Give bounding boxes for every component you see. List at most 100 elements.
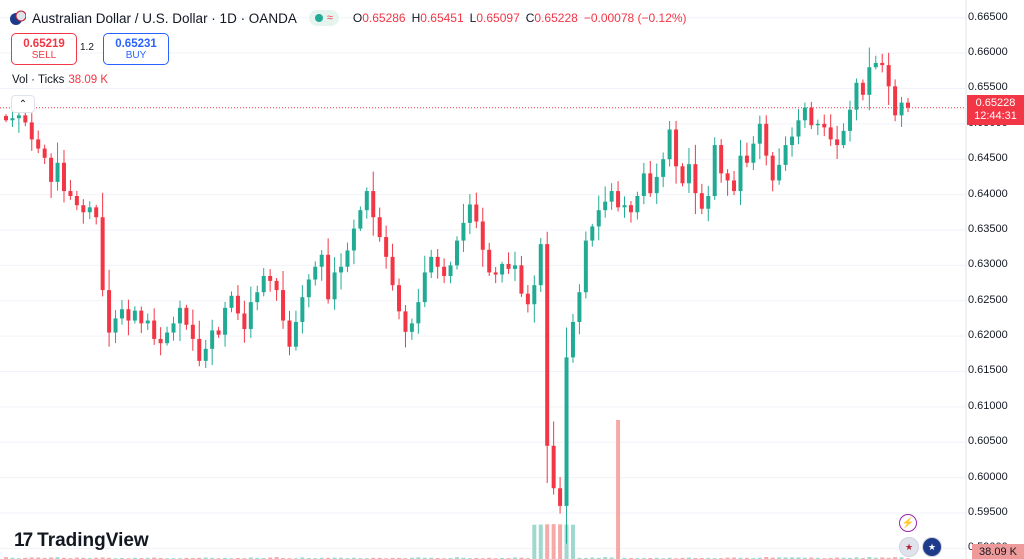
candle-body[interactable] <box>783 145 788 165</box>
candle-body[interactable] <box>16 115 21 119</box>
tradingview-logo[interactable]: 17 TradingView <box>14 530 149 552</box>
candle-body[interactable] <box>403 311 408 332</box>
candle-body[interactable] <box>519 265 524 294</box>
candle-body[interactable] <box>364 191 369 211</box>
candle-body[interactable] <box>790 136 795 146</box>
candle-body[interactable] <box>867 67 872 95</box>
candle-body[interactable] <box>680 166 685 184</box>
candle-body[interactable] <box>81 205 86 213</box>
candle-body[interactable] <box>313 266 318 280</box>
candle-body[interactable] <box>751 143 756 163</box>
candle-body[interactable] <box>261 275 266 293</box>
currency-pair-flag-icon[interactable] <box>10 10 27 26</box>
candle-body[interactable] <box>641 173 646 197</box>
candle-body[interactable] <box>197 338 202 361</box>
candle-body[interactable] <box>854 82 859 110</box>
candle-body[interactable] <box>248 302 253 330</box>
candle-body[interactable] <box>429 256 434 273</box>
candle-body[interactable] <box>886 65 891 87</box>
candle-body[interactable] <box>893 86 898 116</box>
candle-body[interactable] <box>822 123 827 128</box>
candle-body[interactable] <box>390 256 395 286</box>
candle-body[interactable] <box>177 307 182 324</box>
candle-body[interactable] <box>545 244 550 446</box>
candle-body[interactable] <box>500 263 505 275</box>
candle-body[interactable] <box>848 109 853 131</box>
candle-body[interactable] <box>36 139 41 149</box>
candle-body[interactable] <box>229 295 234 308</box>
australia-flag-icon[interactable]: ★ <box>922 537 942 557</box>
candle-body[interactable] <box>68 191 73 197</box>
candle-body[interactable] <box>293 321 298 347</box>
candle-body[interactable] <box>358 210 363 229</box>
buy-button[interactable]: 0.65231 BUY <box>103 33 169 65</box>
candle-body[interactable] <box>242 313 247 330</box>
candle-body[interactable] <box>512 265 517 269</box>
candle-body[interactable] <box>674 129 679 167</box>
candle-body[interactable] <box>216 330 221 335</box>
candle-body[interactable] <box>873 62 878 68</box>
candle-body[interactable] <box>596 210 601 227</box>
candle-body[interactable] <box>493 272 498 275</box>
candle-body[interactable] <box>648 173 653 194</box>
candle-body[interactable] <box>29 122 34 140</box>
candle-body[interactable] <box>564 357 569 506</box>
candle-body[interactable] <box>906 102 910 108</box>
candle-body[interactable] <box>332 272 337 300</box>
candle-body[interactable] <box>506 263 511 269</box>
candle-body[interactable] <box>139 310 144 324</box>
candle-body[interactable] <box>384 237 389 257</box>
candle-body[interactable] <box>119 309 124 319</box>
candle-body[interactable] <box>422 272 427 303</box>
candle-body[interactable] <box>455 240 459 266</box>
candle-body[interactable] <box>300 297 305 322</box>
candle-body[interactable] <box>184 307 189 325</box>
candle-body[interactable] <box>397 285 402 312</box>
candle-body[interactable] <box>461 222 466 241</box>
candle-body[interactable] <box>61 162 66 192</box>
candle-body[interactable] <box>802 107 807 121</box>
candle-body[interactable] <box>339 266 344 273</box>
candle-body[interactable] <box>732 180 737 192</box>
candle-body[interactable] <box>42 148 47 158</box>
candle-body[interactable] <box>583 240 588 293</box>
candle-body[interactable] <box>281 290 286 321</box>
candle-body[interactable] <box>719 145 724 174</box>
candle-body[interactable] <box>23 115 28 123</box>
candle-body[interactable] <box>809 107 814 126</box>
candle-body[interactable] <box>860 82 865 95</box>
candle-body[interactable] <box>49 157 54 182</box>
candle-body[interactable] <box>306 279 311 298</box>
candle-body[interactable] <box>590 226 595 241</box>
candle-body[interactable] <box>435 256 440 267</box>
candle-body[interactable] <box>448 265 453 276</box>
market-status-pill[interactable]: ≈ <box>308 10 339 26</box>
candle-body[interactable] <box>467 204 472 223</box>
candle-body[interactable] <box>764 123 769 156</box>
candle-body[interactable] <box>190 324 195 339</box>
candle-body[interactable] <box>622 205 627 208</box>
candle-body[interactable] <box>551 445 556 489</box>
symbol-title[interactable]: Australian Dollar / U.S. Dollar · 1D · O… <box>32 10 297 26</box>
candle-body[interactable] <box>371 191 376 218</box>
lightning-icon[interactable]: ⚡ <box>899 514 917 532</box>
candle-body[interactable] <box>815 123 820 126</box>
candle-body[interactable] <box>777 164 782 181</box>
candle-body[interactable] <box>345 250 350 267</box>
candle-body[interactable] <box>525 293 530 305</box>
candle-body[interactable] <box>55 162 60 182</box>
candle-body[interactable] <box>74 196 79 206</box>
candle-body[interactable] <box>4 116 8 121</box>
candle-body[interactable] <box>94 207 99 218</box>
candle-body[interactable] <box>693 164 698 194</box>
candle-body[interactable] <box>210 330 215 349</box>
candle-body[interactable] <box>770 155 775 181</box>
candle-body[interactable] <box>132 310 137 321</box>
candle-body[interactable] <box>203 348 208 361</box>
sell-button[interactable]: 0.65219 SELL <box>11 33 77 65</box>
candle-body[interactable] <box>616 191 621 208</box>
candle-body[interactable] <box>377 217 382 238</box>
candle-body[interactable] <box>126 309 131 321</box>
candle-body[interactable] <box>635 196 640 213</box>
candle-body[interactable] <box>609 191 614 202</box>
